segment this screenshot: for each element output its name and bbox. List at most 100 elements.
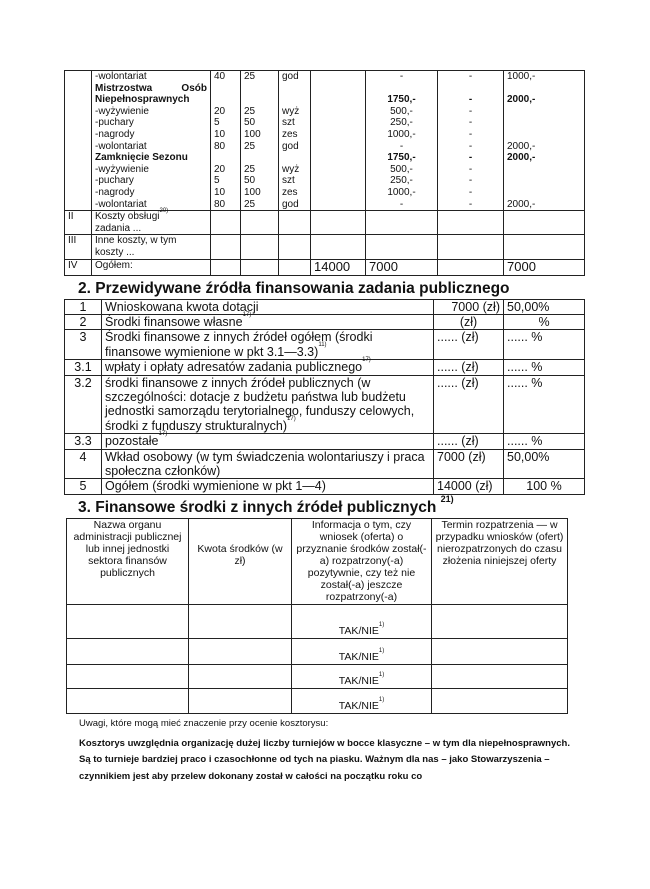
spacer bbox=[282, 83, 307, 95]
percent: 50,00% bbox=[503, 298, 585, 315]
percent: ...... % bbox=[503, 329, 585, 361]
item-name: -wolontariat bbox=[95, 140, 147, 152]
amount-cell[interactable] bbox=[188, 687, 292, 714]
row-number: 3.1 bbox=[64, 359, 102, 376]
cell-c5: 500,- bbox=[390, 163, 413, 175]
cell-c6: - bbox=[468, 163, 473, 175]
item-name: -wyżywienie bbox=[95, 105, 149, 117]
public-sources-table: Nazwa organu administracji publicznej lu… bbox=[66, 517, 568, 714]
amount-cell[interactable] bbox=[188, 637, 292, 665]
row-number: 1 bbox=[64, 298, 102, 315]
cell-c2: 25 bbox=[244, 140, 256, 152]
source-row: 3 Środki finansowe z innych źródeł ogółe… bbox=[64, 329, 585, 361]
row-number: 3.2 bbox=[64, 374, 102, 435]
cell-c1: 80 bbox=[214, 198, 226, 210]
row-number: 2 bbox=[64, 313, 102, 331]
deadline-cell[interactable] bbox=[431, 603, 568, 639]
percent: 100 % bbox=[503, 478, 585, 495]
public-source-row: TAK/NIE1) bbox=[66, 637, 568, 665]
cost-table: -wolontariat Mistrzostwa Osób Niepełnosp… bbox=[64, 69, 585, 276]
amount-cell[interactable] bbox=[188, 663, 292, 689]
amount-cell[interactable] bbox=[188, 603, 292, 639]
source-row: 3.3 pozostałe17) ...... (zł) ...... % bbox=[64, 431, 585, 450]
public-source-row: TAK/NIE1) bbox=[66, 603, 568, 639]
item-name: -nagrody bbox=[95, 128, 135, 140]
row-label: Środki finansowe własne17) bbox=[101, 312, 434, 331]
row-label: pozostałe17) bbox=[101, 431, 434, 450]
spacer bbox=[214, 152, 237, 164]
cell-c1: 10 bbox=[214, 186, 226, 198]
source-row: 1 Wnioskowana kwota dotacji 7000 (zł) 50… bbox=[64, 298, 585, 315]
source-row: 2 Środki finansowe własne17) (zł) % bbox=[64, 312, 585, 331]
organ-cell[interactable] bbox=[66, 687, 189, 714]
row-II: II Koszty obsługi20) zadania ... bbox=[64, 208, 585, 236]
cell-c6: - bbox=[468, 105, 473, 117]
column-header: Termin rozpatrzenia — w przypadku wniosk… bbox=[431, 517, 568, 605]
unit-column: god wyż szt zes god wyż szt zes god bbox=[278, 69, 311, 212]
cell-c6: - bbox=[468, 198, 473, 210]
financing-sources-table: 1 Wnioskowana kwota dotacji 7000 (zł) 50… bbox=[64, 298, 585, 495]
cell-c2: 100 bbox=[244, 186, 261, 198]
row-label: Wnioskowana kwota dotacji bbox=[101, 298, 434, 315]
source-row: 3.2 środki finansowe z innych źródeł pub… bbox=[64, 374, 585, 435]
block-total: - bbox=[468, 152, 473, 164]
percent: ...... % bbox=[503, 374, 585, 435]
cell-c1: 20 bbox=[214, 105, 226, 117]
section-2-heading: 2. Przewidywane źródła finansowania zada… bbox=[78, 279, 510, 297]
row-III: III Inne koszty, w tym koszty ... bbox=[64, 234, 585, 260]
cell-c6: - bbox=[468, 175, 473, 187]
spacer bbox=[282, 94, 307, 106]
deadline-cell[interactable] bbox=[431, 663, 568, 689]
cell-c7 bbox=[507, 175, 581, 187]
cell-c7 bbox=[507, 187, 581, 199]
block-total: - bbox=[468, 94, 473, 106]
cell-c2: 25 bbox=[244, 71, 256, 82]
document-page: -wolontariat Mistrzostwa Osób Niepełnosp… bbox=[64, 69, 585, 782]
cell-c2: 50 bbox=[244, 175, 256, 187]
deadline-cell[interactable] bbox=[431, 687, 568, 714]
row-label: Ogółem (środki wymienione w pkt 1—4) bbox=[101, 478, 434, 495]
remarks-label: Uwagi, które mogą mieć znaczenie przy oc… bbox=[79, 717, 329, 729]
status-cell[interactable]: TAK/NIE1) bbox=[291, 687, 432, 714]
cell-c1: 5 bbox=[214, 117, 220, 129]
item-name: -puchary bbox=[95, 117, 134, 129]
cell-c2: 100 bbox=[244, 128, 261, 140]
cell-c5: - bbox=[399, 140, 404, 152]
deadline-cell[interactable] bbox=[431, 637, 568, 665]
cell-c1: 40 bbox=[214, 71, 226, 82]
status-cell[interactable]: TAK/NIE1) bbox=[291, 637, 432, 665]
organ-cell[interactable] bbox=[66, 663, 189, 689]
cell-c7 bbox=[507, 117, 581, 129]
row-number: II bbox=[64, 210, 92, 236]
status-cell[interactable]: TAK/NIE1) bbox=[291, 603, 432, 639]
organ-cell[interactable] bbox=[66, 637, 189, 665]
cell-c5: - bbox=[399, 71, 404, 82]
footnote: 21) bbox=[440, 493, 454, 504]
amount: ...... (zł) bbox=[433, 433, 504, 450]
cell-c7 bbox=[507, 164, 581, 176]
row-number: 4 bbox=[64, 448, 102, 480]
total-own: 7000 bbox=[503, 258, 585, 276]
other-sources-column: ----------- bbox=[437, 69, 504, 212]
cell-c2: 25 bbox=[244, 105, 256, 117]
cell-c5: - bbox=[399, 198, 404, 210]
row-number: III bbox=[64, 234, 92, 260]
cell-c7: 2000,- bbox=[507, 140, 536, 152]
cell-c5: 1000,- bbox=[387, 186, 416, 198]
footnote: 20) bbox=[159, 208, 169, 215]
cell-c6: - bbox=[468, 128, 473, 140]
status-cell[interactable]: TAK/NIE1) bbox=[291, 663, 432, 689]
item-name: -wolontariat bbox=[95, 198, 147, 210]
cell-c1: 80 bbox=[214, 140, 226, 152]
cell-c2: 25 bbox=[244, 198, 256, 210]
block-total: 1750,- bbox=[387, 94, 416, 106]
row-label: Wkład osobowy (w tym świadczenia wolonta… bbox=[101, 448, 434, 480]
cell-c5: 250,- bbox=[390, 175, 413, 187]
cell-c3: wyż bbox=[282, 163, 300, 175]
amount: ...... (zł) bbox=[433, 359, 504, 376]
spacer bbox=[214, 83, 237, 95]
organ-cell[interactable] bbox=[66, 603, 189, 639]
cost-detail-row: -wolontariat Mistrzostwa Osób Niepełnosp… bbox=[64, 69, 585, 212]
cell-c3: god bbox=[282, 71, 299, 82]
amount: ...... (zł) bbox=[433, 329, 504, 361]
